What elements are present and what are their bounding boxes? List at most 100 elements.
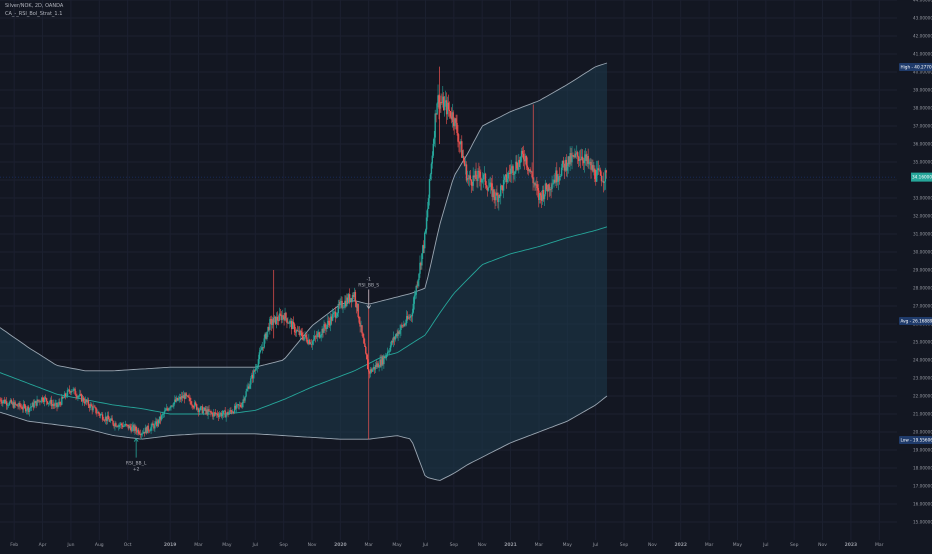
candle-body	[320, 337, 321, 338]
candle-body	[550, 189, 551, 190]
candle-body	[588, 163, 589, 164]
y-tick-label: 41.00000	[913, 52, 932, 57]
candle-body	[230, 410, 231, 411]
candle-body	[154, 424, 155, 429]
candle-body	[161, 415, 162, 420]
candle-body	[306, 337, 307, 341]
candle-body	[577, 152, 578, 156]
candle-body	[119, 425, 120, 426]
candle-body	[481, 180, 482, 183]
candle-body	[386, 355, 387, 356]
candle-body	[378, 367, 379, 368]
candle-body	[69, 390, 70, 392]
candle-body	[362, 333, 363, 337]
candle-body	[186, 393, 187, 395]
y-tick-label: 31.00000	[913, 232, 932, 237]
candle-body	[482, 179, 483, 180]
candle-body	[228, 413, 229, 415]
candle-body	[67, 390, 68, 396]
candle-body	[478, 171, 479, 172]
candle-body	[523, 154, 524, 160]
candle-body	[448, 103, 449, 110]
candle-body	[428, 198, 429, 209]
candle-body	[73, 389, 74, 391]
candle-body	[321, 335, 322, 337]
candle-body	[367, 359, 368, 369]
y-tick-label: 44.00000	[913, 0, 932, 3]
candle-body	[148, 426, 149, 431]
candle-body	[102, 414, 103, 419]
candle-body	[111, 418, 112, 421]
candle-body	[16, 404, 17, 406]
candle-body	[65, 394, 66, 397]
candle-body	[338, 304, 339, 313]
x-tick-label: 2023	[845, 542, 858, 548]
candle-body	[294, 324, 295, 332]
x-tick-label: Sep	[620, 542, 629, 548]
candle-body	[485, 174, 486, 185]
candle-body	[39, 401, 40, 402]
candle-body	[508, 173, 509, 179]
candle-body	[253, 370, 254, 378]
candle-body	[88, 400, 89, 405]
candle-body	[312, 341, 313, 344]
candle-body	[511, 169, 512, 174]
avg-price-label: Avg - 26.16889	[901, 318, 932, 323]
candle-body	[606, 170, 607, 172]
x-tick-label: 2021	[504, 542, 517, 548]
candle-body	[245, 391, 246, 396]
candle-body	[149, 431, 150, 432]
candle-body	[261, 350, 262, 351]
signal-sub-label: -1	[366, 276, 371, 282]
candle-body	[457, 133, 458, 142]
candle-body	[358, 304, 359, 317]
candle-body	[475, 171, 476, 179]
x-tick-label: Nov	[478, 542, 487, 548]
candle-body	[277, 317, 278, 321]
y-tick-label: 30.00000	[913, 250, 932, 255]
candle-body	[456, 123, 457, 133]
x-tick-label: 2020	[334, 542, 347, 548]
candle-body	[54, 404, 55, 406]
candle-body	[264, 338, 265, 347]
candle-body	[302, 333, 303, 337]
candle-body	[269, 319, 270, 330]
candle-body	[556, 171, 557, 182]
x-tick-label: May	[733, 542, 743, 548]
candle-body	[164, 411, 165, 414]
indicator-legend[interactable]: CA_-_RSI_Bol_Strat_1.1	[5, 11, 62, 17]
x-tick-label: Mar	[364, 542, 373, 548]
candle-body	[309, 340, 310, 344]
candle-body	[596, 170, 597, 182]
candle-body	[544, 194, 545, 199]
x-tick-label: Mar	[705, 542, 714, 548]
y-tick-label: 25.00000	[913, 340, 932, 345]
candle-body	[486, 185, 487, 188]
y-axis[interactable]: 15.0000016.0000017.0000018.0000019.00000…	[897, 0, 932, 550]
candle-body	[429, 179, 430, 198]
candle-body	[567, 166, 568, 170]
candle-body	[336, 316, 337, 318]
candle-body	[416, 286, 417, 295]
candle-body	[421, 253, 422, 265]
candle-body	[305, 335, 306, 338]
candle-body	[332, 314, 333, 321]
symbol-legend[interactable]: Silver/NOK, 2D, OANDA	[5, 3, 63, 9]
candle-body	[479, 172, 480, 178]
candle-body	[213, 413, 214, 417]
candle-body	[324, 324, 325, 327]
candle-body	[63, 398, 64, 399]
candle-body	[259, 352, 260, 359]
candle-body	[94, 407, 95, 408]
candle-body	[333, 313, 334, 315]
candle-body	[53, 404, 54, 405]
candle-body	[530, 169, 531, 171]
y-tick-label: 16.00000	[913, 502, 932, 507]
candle-body	[49, 403, 50, 404]
candle-body	[507, 179, 508, 182]
candle-body	[343, 307, 344, 308]
candle-body	[584, 158, 585, 163]
